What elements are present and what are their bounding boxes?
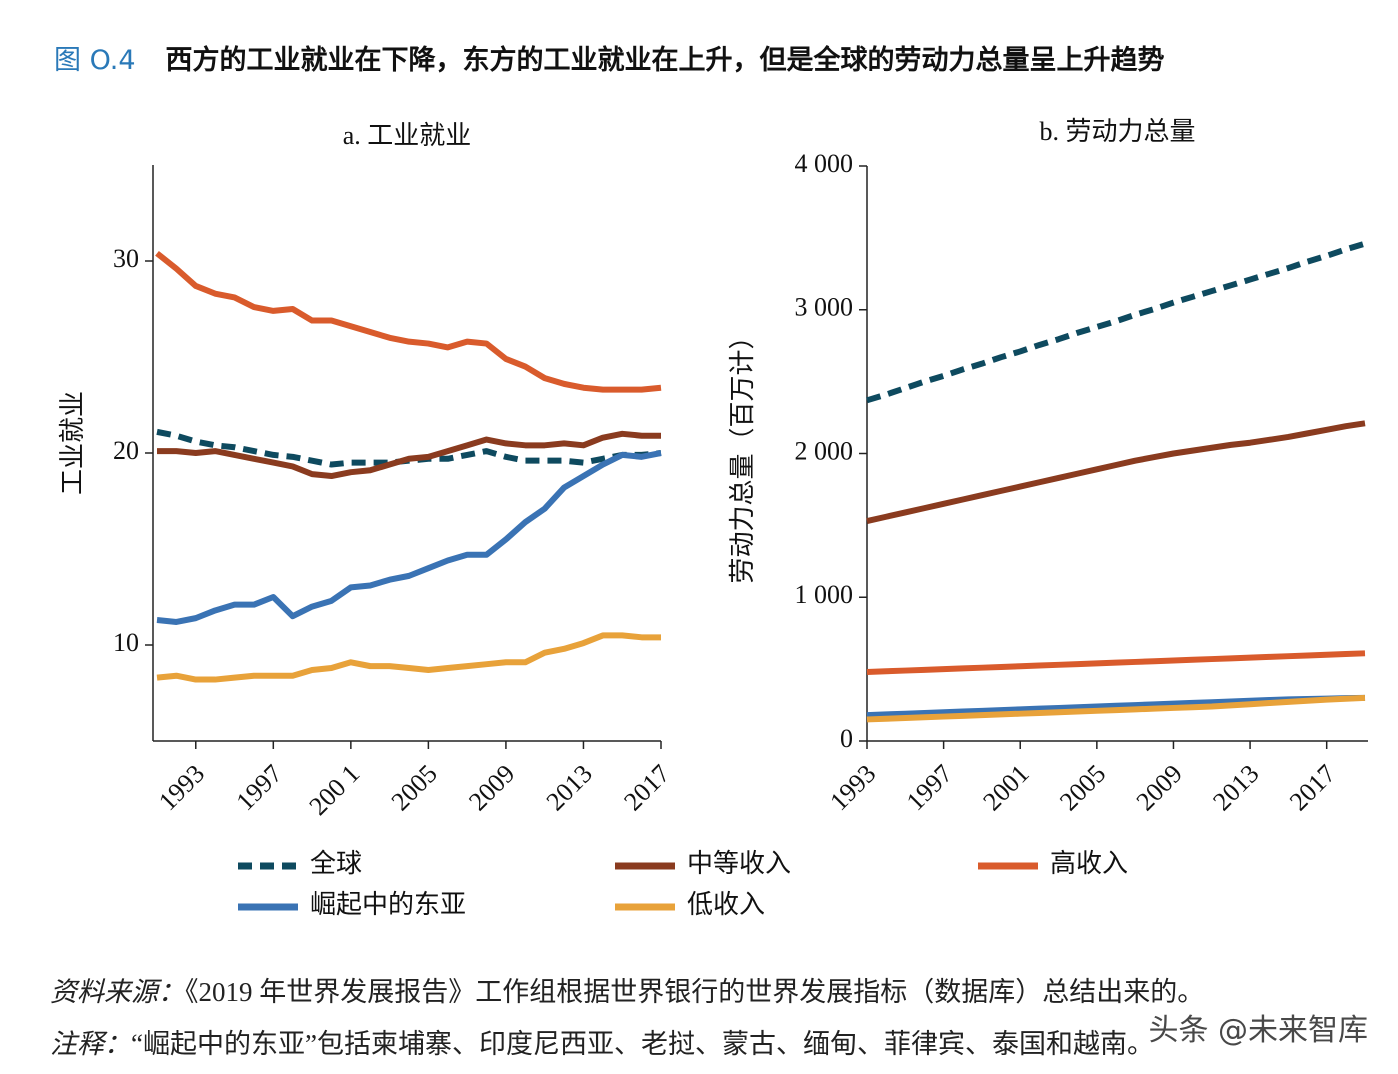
- chart-title: a. 工业就业: [343, 121, 472, 150]
- x-tick-label: 2017: [1284, 759, 1341, 816]
- y-tick-label: 3 000: [795, 293, 854, 322]
- source-text: 《2019 年世界发展报告》工作组根据世界银行的世界发展指标（数据库）总结出来的…: [185, 977, 1205, 1007]
- x-tick-label: 2005: [386, 759, 443, 816]
- legend-label: 全球: [310, 849, 362, 878]
- x-tick-label: 1993: [824, 759, 881, 816]
- x-tick-label: 2013: [1207, 759, 1264, 816]
- x-tick-label: 1997: [901, 759, 958, 816]
- series-line: [157, 430, 661, 480]
- source: 资料来源：《2019 年世界发展报告》工作组根据世界银行的世界发展指标（数据库）…: [50, 970, 1204, 1009]
- y-axis-label: 工业就业: [58, 391, 87, 495]
- x-tick-label: 2009: [1131, 759, 1188, 816]
- y-tick-label: 0: [840, 724, 853, 753]
- figure-title: 西方的工业就业在下降，东方的工业就业在上升，但是全球的劳动力总量呈上升趋势: [165, 45, 1165, 76]
- y-tick-label: 20: [113, 436, 139, 465]
- series-line: [156, 632, 661, 683]
- series-line: [866, 694, 1366, 723]
- series-line: [156, 450, 662, 625]
- x-tick-label: 1993: [153, 759, 210, 816]
- y-axis-label: 劳动力总量（百万计）: [728, 323, 757, 583]
- x-tick-label: 2017: [618, 759, 675, 816]
- source-label: 资料来源：: [50, 977, 185, 1007]
- x-tick-label: 2001: [977, 759, 1034, 816]
- x-tick-label: 2009: [463, 759, 520, 816]
- figure-heading: 图 O.4 西方的工业就业在下降，东方的工业就业在上升，但是全球的劳动力总量呈上升…: [54, 38, 1165, 77]
- legend-label: 高收入: [1050, 849, 1128, 878]
- y-tick-label: 1 000: [795, 580, 854, 609]
- note-text: “崛起中的东亚”包括柬埔寨、印度尼西亚、老挝、蒙古、缅甸、菲律宾、泰国和越南。: [131, 1029, 1154, 1059]
- legend-label: 低收入: [687, 890, 765, 919]
- y-tick-label: 2 000: [795, 436, 854, 465]
- note: 注释：“崛起中的东亚”包括柬埔寨、印度尼西亚、老挝、蒙古、缅甸、菲律宾、泰国和越…: [50, 1022, 1154, 1061]
- note-label: 注释：: [50, 1029, 131, 1059]
- x-tick-label: 1997: [230, 759, 287, 816]
- y-tick-label: 4 000: [795, 149, 854, 178]
- series-line: [155, 250, 662, 393]
- x-tick-label: 200 1: [303, 759, 365, 821]
- series-line: [866, 650, 1366, 675]
- legend-label: 崛起中的东亚: [310, 890, 466, 919]
- x-tick-label: 2013: [541, 759, 598, 816]
- x-tick-label: 2005: [1054, 759, 1111, 816]
- figure-label: 图 O.4: [54, 45, 136, 76]
- y-tick-label: 30: [113, 244, 139, 273]
- watermark: 头条 @未来智库: [1148, 1013, 1368, 1048]
- series-line: [866, 240, 1366, 404]
- series-line: [866, 420, 1366, 524]
- legend-label: 中等收入: [687, 849, 791, 878]
- chart-title: b. 劳动力总量: [1039, 117, 1195, 146]
- y-tick-label: 10: [113, 628, 139, 657]
